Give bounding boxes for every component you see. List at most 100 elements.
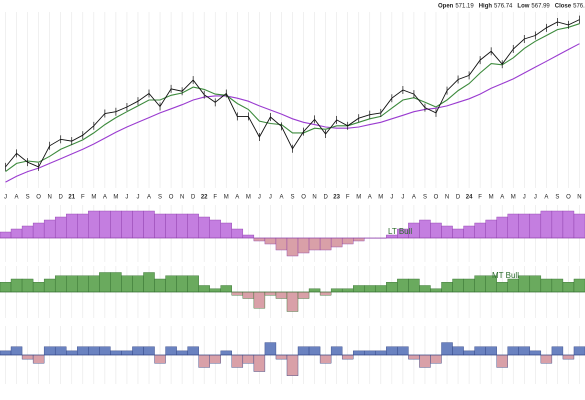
- indicator-bar: [452, 346, 464, 356]
- price-line: [5, 43, 580, 183]
- indicator-bar: [231, 228, 244, 239]
- indicator-bar: [496, 282, 508, 293]
- indicator-bar: [66, 213, 78, 239]
- indicator-bar: [132, 275, 144, 293]
- indicator-bar: [341, 288, 354, 293]
- indicator-bar: [518, 346, 531, 356]
- indicator-bar: [386, 282, 398, 293]
- indicator-bar: [529, 275, 542, 293]
- indicator-bar: [187, 346, 199, 356]
- indicator-bar: [264, 237, 277, 245]
- indicator-bar: [54, 275, 67, 293]
- x-tick-label: M: [224, 195, 229, 201]
- indicator-bar: [121, 275, 133, 293]
- indicator-bar: [441, 225, 453, 239]
- indicator-bar: [198, 354, 210, 368]
- indicator-bar: [452, 278, 464, 293]
- indicator-bar: [0, 231, 12, 239]
- indicator-bar: [540, 210, 553, 239]
- indicator-bar: [375, 285, 387, 293]
- indicator-bar: [551, 210, 564, 239]
- x-tick-label: M: [246, 195, 251, 201]
- x-tick-label: F: [81, 195, 85, 201]
- indicator-bar: [21, 225, 34, 239]
- x-tick-label: M: [378, 195, 383, 201]
- indicator-bar: [264, 291, 277, 296]
- indicator-bar: [353, 350, 365, 356]
- indicator-bar: [21, 354, 34, 360]
- x-tick-label: D: [323, 195, 328, 201]
- indicator-bar: [364, 285, 376, 293]
- indicator-bar: [154, 354, 166, 364]
- x-tick-label: M: [113, 195, 118, 201]
- indicator-bar: [220, 222, 232, 239]
- indicator-bar: [253, 354, 266, 372]
- x-tick-label: M: [489, 195, 494, 201]
- indicator-bar: [386, 346, 398, 356]
- indicator-bar: [286, 291, 299, 312]
- indicator-bar: [562, 354, 575, 360]
- x-tick-label: D: [456, 195, 461, 201]
- indicator-bar: [297, 346, 310, 356]
- indicator-bar: [518, 213, 531, 239]
- indicator-bar: [32, 354, 45, 364]
- indicator-bar: [165, 213, 177, 239]
- indicator-bar: [573, 278, 585, 293]
- indicator-bar: [21, 278, 34, 293]
- indicator-bar: [231, 354, 244, 368]
- indicator-bar: [121, 350, 133, 356]
- indicator-bar: [485, 346, 497, 356]
- indicator-bar: [143, 272, 155, 293]
- indicator-bar: [253, 237, 266, 242]
- x-tick-label: J: [269, 195, 272, 201]
- indicator-bar: [10, 346, 23, 356]
- indicator-bar: [474, 346, 486, 356]
- x-tick-label: N: [577, 195, 581, 201]
- x-tick-label: 24: [466, 195, 473, 201]
- x-tick-label: O: [566, 195, 571, 201]
- indicator-bar: [408, 278, 420, 293]
- indicator-bar: [540, 354, 553, 364]
- indicator-bar: [121, 210, 133, 239]
- indicator-bar: [330, 288, 343, 293]
- indicator-bar: [507, 278, 519, 293]
- indicator-bar: [32, 282, 45, 293]
- x-tick-label: A: [103, 195, 107, 201]
- annotation: LT Bull: [388, 227, 412, 236]
- indicator-bar: [198, 285, 210, 293]
- indicator-bar: [43, 278, 56, 293]
- indicator-bar: [209, 288, 221, 293]
- indicator-bar: [187, 275, 199, 293]
- indicator-bar: [99, 210, 111, 239]
- x-tick-label: N: [312, 195, 316, 201]
- indicator-bar: [319, 291, 332, 296]
- indicator-bar: [551, 278, 564, 293]
- indicator-bar: [165, 346, 177, 356]
- indicator-bar: [330, 346, 343, 356]
- indicator-bar: [353, 237, 365, 242]
- indicator-bar: [341, 237, 354, 245]
- indicator-bar: [441, 282, 453, 293]
- indicator-bar: [209, 219, 221, 239]
- indicator-bar: [132, 346, 144, 356]
- annotation: MT Bull: [492, 271, 519, 280]
- x-tick-label: O: [169, 195, 174, 201]
- indicator-bar: [308, 288, 321, 293]
- x-tick-label: 23: [333, 195, 340, 201]
- indicator-bar: [143, 210, 155, 239]
- indicator-bar: [176, 275, 188, 293]
- x-tick-label: O: [36, 195, 41, 201]
- x-tick-label: M: [356, 195, 361, 201]
- indicator-bar: [397, 278, 409, 293]
- indicator-bar: [154, 213, 166, 239]
- indicator-bar: [529, 213, 542, 239]
- x-tick-label: D: [191, 195, 196, 201]
- x-tick-label: A: [544, 195, 548, 201]
- indicator-bar: [253, 291, 266, 309]
- indicator-bar: [10, 278, 23, 293]
- indicator-bar: [110, 350, 122, 356]
- x-tick-label: S: [290, 195, 294, 201]
- x-tick-label: J: [523, 195, 526, 201]
- x-tick-label: N: [445, 195, 449, 201]
- x-tick-label: J: [390, 195, 393, 201]
